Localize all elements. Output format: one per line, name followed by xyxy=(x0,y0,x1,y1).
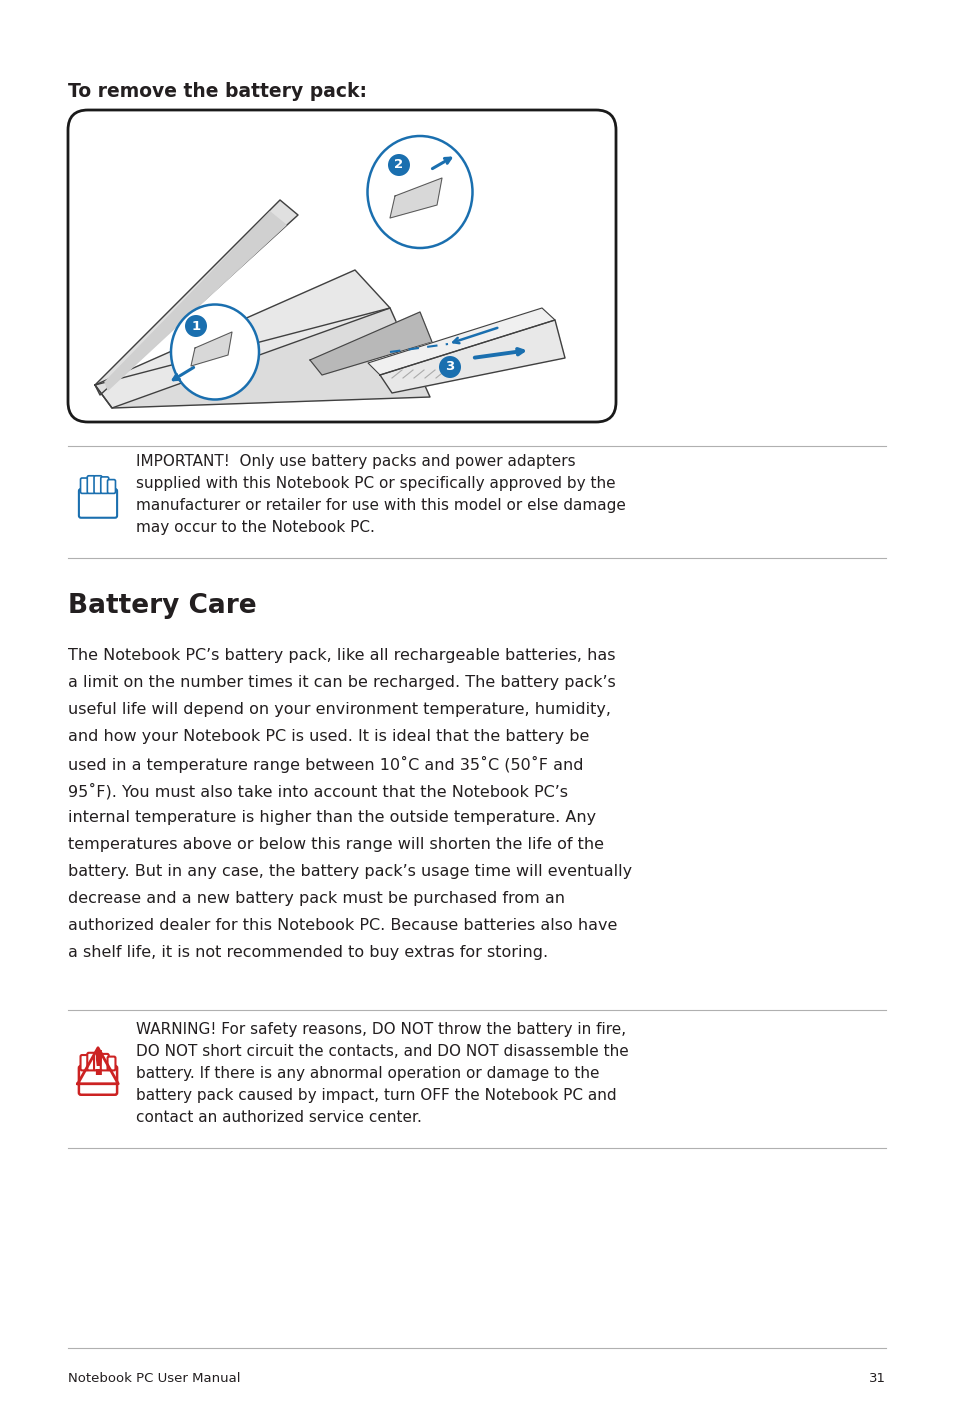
Polygon shape xyxy=(310,312,432,374)
Polygon shape xyxy=(95,200,297,396)
Text: DO NOT short circuit the contacts, and DO NOT disassemble the: DO NOT short circuit the contacts, and D… xyxy=(136,1044,628,1059)
FancyBboxPatch shape xyxy=(101,476,109,493)
Text: To remove the battery pack:: To remove the battery pack: xyxy=(68,82,367,101)
FancyBboxPatch shape xyxy=(80,1055,89,1071)
Text: IMPORTANT!  Only use battery packs and power adapters: IMPORTANT! Only use battery packs and po… xyxy=(136,454,575,469)
Polygon shape xyxy=(95,269,390,408)
FancyBboxPatch shape xyxy=(101,1054,109,1071)
FancyBboxPatch shape xyxy=(80,478,89,493)
Text: may occur to the Notebook PC.: may occur to the Notebook PC. xyxy=(136,520,375,535)
Polygon shape xyxy=(368,308,555,374)
Polygon shape xyxy=(191,332,232,366)
FancyBboxPatch shape xyxy=(68,111,616,423)
FancyBboxPatch shape xyxy=(94,476,102,493)
Text: a limit on the number times it can be recharged. The battery pack’s: a limit on the number times it can be re… xyxy=(68,675,615,691)
Ellipse shape xyxy=(438,356,460,379)
Text: battery pack caused by impact, turn OFF the Notebook PC and: battery pack caused by impact, turn OFF … xyxy=(136,1088,616,1103)
Text: !: ! xyxy=(90,1049,106,1082)
Polygon shape xyxy=(95,386,112,408)
Text: battery. But in any case, the battery pack’s usage time will eventually: battery. But in any case, the battery pa… xyxy=(68,864,632,879)
Text: 95˚F). You must also take into account that the Notebook PC’s: 95˚F). You must also take into account t… xyxy=(68,783,567,800)
Polygon shape xyxy=(379,320,564,393)
Text: used in a temperature range between 10˚C and 35˚C (50˚F and: used in a temperature range between 10˚C… xyxy=(68,756,583,773)
Text: 3: 3 xyxy=(445,360,455,373)
FancyBboxPatch shape xyxy=(79,1066,117,1095)
FancyBboxPatch shape xyxy=(94,1052,102,1071)
FancyBboxPatch shape xyxy=(87,476,95,493)
Text: 31: 31 xyxy=(868,1373,885,1385)
Text: 1: 1 xyxy=(192,319,200,332)
Text: Battery Care: Battery Care xyxy=(68,593,256,620)
Text: 2: 2 xyxy=(394,159,403,172)
Text: internal temperature is higher than the outside temperature. Any: internal temperature is higher than the … xyxy=(68,810,596,825)
Text: decrease and a new battery pack must be purchased from an: decrease and a new battery pack must be … xyxy=(68,891,564,906)
Ellipse shape xyxy=(185,315,207,337)
Ellipse shape xyxy=(367,136,472,248)
Ellipse shape xyxy=(388,155,410,176)
Text: The Notebook PC’s battery pack, like all rechargeable batteries, has: The Notebook PC’s battery pack, like all… xyxy=(68,648,615,664)
Text: a shelf life, it is not recommended to buy extras for storing.: a shelf life, it is not recommended to b… xyxy=(68,944,548,960)
Text: manufacturer or retailer for use with this model or else damage: manufacturer or retailer for use with th… xyxy=(136,498,625,513)
Polygon shape xyxy=(77,1048,118,1083)
FancyBboxPatch shape xyxy=(108,479,115,493)
Text: WARNING! For safety reasons, DO NOT throw the battery in fire,: WARNING! For safety reasons, DO NOT thro… xyxy=(136,1022,625,1037)
Polygon shape xyxy=(105,213,286,390)
FancyBboxPatch shape xyxy=(108,1056,115,1071)
Text: temperatures above or below this range will shorten the life of the: temperatures above or below this range w… xyxy=(68,837,603,852)
FancyBboxPatch shape xyxy=(87,1052,95,1071)
Text: battery. If there is any abnormal operation or damage to the: battery. If there is any abnormal operat… xyxy=(136,1066,598,1081)
Text: contact an authorized service center.: contact an authorized service center. xyxy=(136,1110,421,1124)
Ellipse shape xyxy=(171,305,258,400)
Polygon shape xyxy=(390,179,441,218)
Text: Notebook PC User Manual: Notebook PC User Manual xyxy=(68,1373,240,1385)
Polygon shape xyxy=(95,308,430,408)
Text: authorized dealer for this Notebook PC. Because batteries also have: authorized dealer for this Notebook PC. … xyxy=(68,917,617,933)
Text: useful life will depend on your environment temperature, humidity,: useful life will depend on your environm… xyxy=(68,702,610,718)
Text: and how your Notebook PC is used. It is ideal that the battery be: and how your Notebook PC is used. It is … xyxy=(68,729,589,744)
Text: supplied with this Notebook PC or specifically approved by the: supplied with this Notebook PC or specif… xyxy=(136,476,615,491)
FancyBboxPatch shape xyxy=(79,489,117,518)
